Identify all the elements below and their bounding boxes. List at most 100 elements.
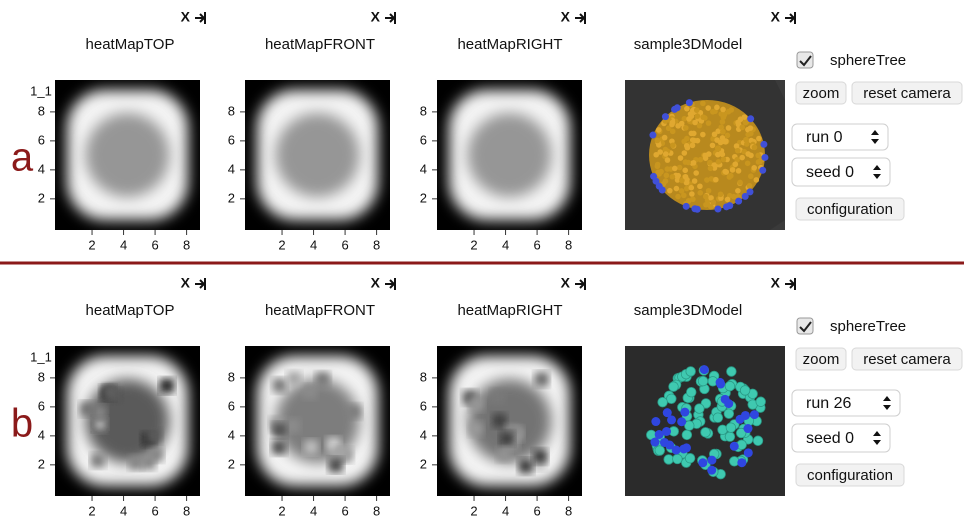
run-select[interactable]: run 0 bbox=[792, 124, 888, 150]
sphere-node bbox=[712, 131, 718, 137]
sphere-node bbox=[673, 454, 683, 464]
heatmap-body bbox=[67, 90, 188, 220]
sphere-node bbox=[684, 143, 690, 149]
pin-icon[interactable] bbox=[385, 12, 395, 24]
sphere-node bbox=[714, 105, 720, 111]
sphere-node bbox=[686, 387, 696, 397]
run-select-label[interactable]: run 0 bbox=[806, 129, 843, 146]
sphere-node-blue bbox=[651, 417, 660, 426]
heatmap-cell bbox=[303, 385, 317, 399]
panel-title: heatMapFRONT bbox=[265, 302, 375, 319]
sphere-node bbox=[658, 169, 664, 175]
sphere-node bbox=[698, 376, 708, 386]
configuration-button[interactable]: configuration bbox=[796, 464, 904, 486]
close-button[interactable]: X bbox=[371, 9, 381, 25]
x-tick-label: 6 bbox=[151, 503, 158, 518]
close-button[interactable]: X bbox=[181, 275, 191, 291]
zoom-button-label[interactable]: zoom bbox=[803, 85, 840, 102]
sphere-node bbox=[662, 135, 668, 141]
sphere-node-blue bbox=[737, 458, 746, 467]
sphere-node bbox=[716, 159, 722, 165]
sphere-node bbox=[723, 169, 729, 175]
heatmap-cell bbox=[533, 449, 547, 463]
heatmap-cell bbox=[535, 372, 549, 386]
sphere-node bbox=[682, 168, 688, 174]
sphere-node bbox=[737, 180, 743, 186]
checkbox-label[interactable]: sphereTree bbox=[830, 52, 906, 69]
heatmap bbox=[437, 80, 582, 230]
pin-icon[interactable] bbox=[195, 278, 205, 290]
pin-icon[interactable] bbox=[385, 278, 395, 290]
seed-select-label[interactable]: seed 0 bbox=[806, 164, 854, 181]
sphere-node bbox=[691, 160, 697, 166]
pin-icon[interactable] bbox=[575, 12, 585, 24]
heatmap-cell bbox=[347, 405, 361, 419]
heatmap bbox=[55, 80, 200, 230]
y-tick-label: 8 bbox=[228, 103, 235, 118]
y-tick-label: 4 bbox=[420, 161, 427, 176]
seed-select-label[interactable]: seed 0 bbox=[806, 430, 854, 447]
sphere-node bbox=[743, 137, 749, 143]
checkbox-box[interactable] bbox=[797, 52, 813, 68]
sphere-node bbox=[690, 143, 696, 149]
model-view[interactable] bbox=[625, 346, 785, 496]
sphere-node bbox=[656, 127, 662, 133]
close-button[interactable]: X bbox=[561, 275, 571, 291]
heatmap-cell bbox=[286, 419, 300, 433]
panel-title: heatMapTOP bbox=[86, 36, 175, 53]
checkbox-box[interactable] bbox=[797, 318, 813, 334]
heatmap-cell bbox=[304, 440, 318, 454]
x-tick-label: 2 bbox=[88, 237, 95, 252]
close-button[interactable]: X bbox=[371, 275, 381, 291]
run-select[interactable]: run 26 bbox=[792, 390, 900, 416]
heatmap-cell bbox=[160, 379, 174, 393]
panel-title: heatMapRIGHT bbox=[457, 302, 562, 319]
panel-title: heatMapFRONT bbox=[265, 36, 375, 53]
sphere-node-blue bbox=[735, 198, 742, 205]
close-button[interactable]: X bbox=[561, 9, 571, 25]
reset-camera-button[interactable]: reset camera bbox=[852, 82, 962, 104]
close-button[interactable]: X bbox=[771, 275, 781, 291]
reset-camera-button[interactable]: reset camera bbox=[852, 348, 962, 370]
configuration-button-label[interactable]: configuration bbox=[807, 467, 893, 484]
pin-icon[interactable] bbox=[785, 12, 795, 24]
sphere-node-blue bbox=[650, 438, 659, 447]
y-tick-label: 2 bbox=[420, 190, 427, 205]
zoom-button-label[interactable]: zoom bbox=[803, 351, 840, 368]
pin-icon[interactable] bbox=[195, 12, 205, 24]
close-button[interactable]: X bbox=[181, 9, 191, 25]
reset-camera-button-label[interactable]: reset camera bbox=[863, 85, 951, 102]
checkbox-label[interactable]: sphereTree bbox=[830, 318, 906, 335]
sphere-node-blue bbox=[747, 188, 754, 195]
reset-camera-button-label[interactable]: reset camera bbox=[863, 351, 951, 368]
pin-icon[interactable] bbox=[785, 278, 795, 290]
checkbox[interactable]: sphereTree bbox=[797, 318, 906, 335]
y-tick-label: 8 bbox=[420, 103, 427, 118]
y-tick-label: 4 bbox=[228, 161, 235, 176]
sphere-node-blue bbox=[683, 203, 690, 210]
zoom-button[interactable]: zoom bbox=[796, 82, 846, 104]
x-tick-label: 8 bbox=[373, 237, 380, 252]
sphere-node-blue bbox=[655, 430, 664, 439]
run-select-label[interactable]: run 26 bbox=[806, 395, 851, 412]
sphere-node bbox=[672, 166, 678, 172]
pin-icon[interactable] bbox=[575, 278, 585, 290]
x-tick-label: 2 bbox=[88, 503, 95, 518]
zoom-button[interactable]: zoom bbox=[796, 348, 846, 370]
sphere-node bbox=[697, 190, 703, 196]
close-button[interactable]: X bbox=[771, 9, 781, 25]
sphere-node bbox=[683, 125, 689, 131]
sphere-node-blue bbox=[649, 132, 656, 139]
configuration-button[interactable]: configuration bbox=[796, 198, 904, 220]
heatmap-cell bbox=[103, 384, 117, 398]
seed-select[interactable]: seed 0 bbox=[792, 158, 890, 186]
sphere-node bbox=[678, 155, 684, 161]
heatmap-cell bbox=[147, 429, 161, 443]
y-tick-label: 2 bbox=[38, 190, 45, 205]
model-view[interactable] bbox=[625, 80, 785, 230]
sphere-node bbox=[720, 119, 726, 125]
seed-select[interactable]: seed 0 bbox=[792, 424, 890, 452]
sphere-node bbox=[655, 138, 661, 144]
checkbox[interactable]: sphereTree bbox=[797, 52, 906, 69]
configuration-button-label[interactable]: configuration bbox=[807, 201, 893, 218]
